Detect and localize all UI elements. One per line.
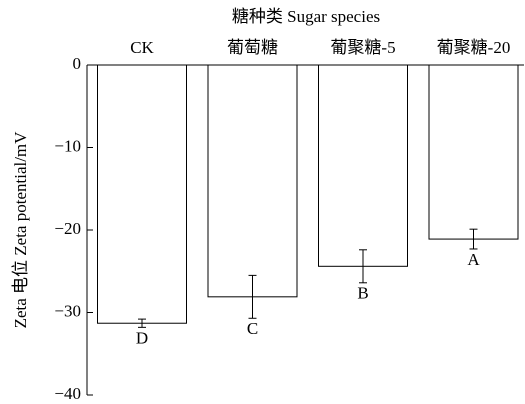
significance-letter: B: [357, 284, 368, 303]
bar: [428, 64, 519, 240]
y-tick-label: −30: [54, 301, 81, 320]
x-tick-label: 葡聚糖-5: [330, 38, 395, 57]
x-tick-label: CK: [130, 38, 154, 57]
significance-letter: A: [467, 250, 480, 269]
y-tick-label: −10: [54, 136, 81, 155]
y-tick-label: −20: [54, 219, 81, 238]
x-tick-label: 葡聚糖-20: [437, 38, 511, 57]
bar: [207, 64, 298, 298]
bar: [97, 64, 187, 324]
chart-title: 糖种类 Sugar species: [232, 7, 380, 26]
significance-letter: D: [136, 328, 148, 347]
y-axis-label: Zeta 电位 Zeta potential/mV: [11, 131, 30, 329]
x-tick-label: 葡萄糖: [227, 38, 278, 57]
y-tick-label: −40: [54, 384, 81, 403]
y-tick-label: 0: [73, 54, 82, 73]
bar: [318, 64, 408, 267]
significance-letter: C: [247, 319, 258, 338]
